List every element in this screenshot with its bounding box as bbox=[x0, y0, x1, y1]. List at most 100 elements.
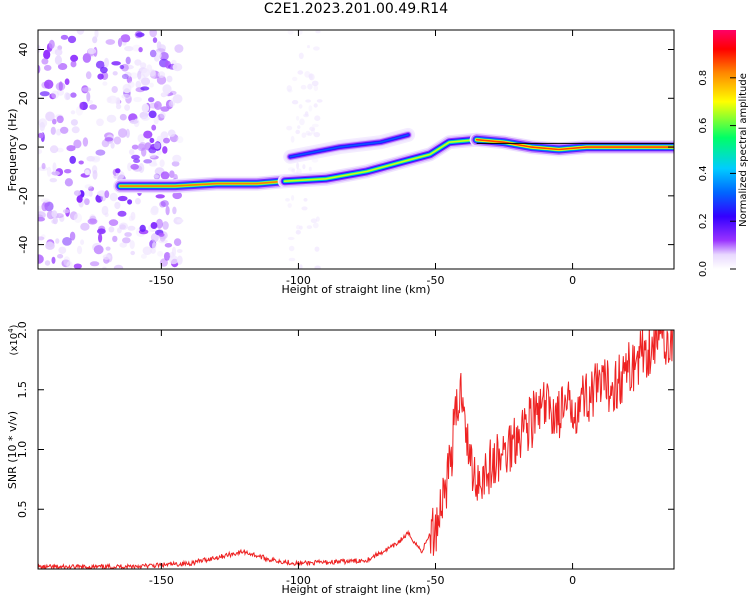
noise-speck bbox=[301, 206, 308, 211]
noise-speck bbox=[295, 115, 300, 121]
noise-speck bbox=[45, 241, 55, 250]
noise-speck bbox=[62, 237, 72, 246]
noise-speck bbox=[151, 205, 159, 214]
noise-speck bbox=[121, 94, 131, 99]
x-tick-label: -150 bbox=[149, 274, 174, 287]
noise-speck bbox=[127, 225, 136, 231]
noise-speck bbox=[295, 230, 301, 235]
noise-speck bbox=[41, 234, 46, 239]
noise-speck bbox=[111, 86, 118, 93]
noise-speck bbox=[162, 221, 169, 230]
noise-speck bbox=[43, 64, 52, 71]
noise-speck bbox=[73, 139, 82, 149]
noise-speck bbox=[150, 233, 159, 243]
x-tick-label: 0 bbox=[569, 274, 576, 287]
noise-speck bbox=[117, 210, 127, 217]
noise-speck bbox=[79, 102, 84, 110]
noise-speck bbox=[48, 39, 55, 49]
noise-speck bbox=[115, 168, 121, 174]
noise-speck bbox=[119, 222, 128, 231]
noise-speck bbox=[44, 79, 54, 90]
noise-speck bbox=[105, 39, 116, 45]
x-tick-label: -150 bbox=[149, 574, 174, 587]
noise-speck bbox=[306, 225, 313, 230]
noise-speck bbox=[313, 103, 318, 108]
noise-speck bbox=[154, 141, 162, 152]
noise-speck bbox=[58, 246, 67, 254]
noise-speck bbox=[162, 84, 172, 95]
noise-speck bbox=[97, 73, 104, 80]
noise-speck bbox=[121, 73, 129, 80]
noise-speck bbox=[142, 246, 152, 255]
noise-speck bbox=[101, 205, 109, 216]
snr-multiplier: (x104) bbox=[7, 324, 20, 355]
noise-speck bbox=[51, 256, 56, 264]
noise-speck bbox=[56, 147, 64, 153]
noise-speck bbox=[70, 92, 77, 98]
noise-speck bbox=[76, 195, 83, 203]
noise-speck bbox=[310, 218, 318, 223]
noise-speck bbox=[73, 190, 82, 197]
noise-speck bbox=[97, 228, 106, 235]
noise-speck bbox=[41, 202, 48, 212]
noise-speck bbox=[95, 60, 105, 69]
ridge-mark bbox=[283, 138, 478, 182]
noise-speck bbox=[128, 81, 135, 88]
noise-speck bbox=[84, 198, 90, 206]
noise-speck bbox=[60, 34, 69, 40]
noise-speck bbox=[105, 246, 111, 251]
noise-speck bbox=[159, 159, 165, 168]
noise-speck bbox=[127, 199, 133, 205]
noise-speck bbox=[124, 232, 132, 237]
y-tick-label: 0 bbox=[17, 144, 30, 151]
noise-speck bbox=[299, 118, 305, 126]
noise-speck bbox=[157, 250, 164, 257]
ridge-mark bbox=[289, 134, 409, 158]
noise-speck bbox=[118, 128, 128, 138]
noise-speck bbox=[133, 158, 141, 163]
noise-speck bbox=[69, 155, 76, 164]
noise-speck bbox=[93, 245, 104, 255]
noise-speck bbox=[57, 253, 64, 259]
noise-speck bbox=[70, 54, 79, 62]
noise-speck bbox=[298, 104, 303, 109]
noise-speck bbox=[87, 48, 97, 55]
noise-speck bbox=[64, 78, 70, 85]
noise-speck bbox=[108, 219, 119, 227]
noise-speck bbox=[176, 218, 184, 223]
noise-speck bbox=[299, 264, 303, 269]
noise-speck bbox=[63, 169, 72, 174]
noise-speck bbox=[50, 126, 56, 135]
noise-speck bbox=[171, 161, 180, 167]
noise-speck bbox=[49, 145, 59, 154]
noise-speck bbox=[107, 95, 118, 104]
noise-speck bbox=[169, 170, 175, 178]
y-tick-label: 0.5 bbox=[16, 501, 29, 519]
noise-speck bbox=[97, 190, 107, 197]
noise-speck bbox=[62, 209, 70, 214]
noise-speck bbox=[290, 135, 295, 143]
noise-speck bbox=[113, 264, 124, 269]
y-tick-label: 2.0 bbox=[16, 321, 29, 339]
noise-speck bbox=[51, 171, 60, 176]
noise-speck bbox=[117, 195, 128, 202]
noise-speck bbox=[76, 245, 83, 255]
noise-speck bbox=[59, 215, 65, 222]
spectrogram-ylabel: Frequency (Hz) bbox=[6, 109, 19, 192]
noise-speck bbox=[49, 178, 58, 183]
noise-speck bbox=[297, 70, 304, 75]
noise-speck bbox=[89, 261, 100, 267]
noise-speck bbox=[41, 198, 50, 203]
noise-speck bbox=[119, 64, 125, 70]
spectrogram-panel: -150 -100 -50 0 -40 -20 0 20 40 Height of straig… bbox=[6, 29, 675, 296]
noise-speck bbox=[308, 105, 313, 112]
noise-speck bbox=[287, 236, 295, 241]
noise-speck bbox=[316, 99, 323, 103]
noise-speck bbox=[159, 51, 169, 61]
x-tick-label: -100 bbox=[286, 274, 311, 287]
noise-speck bbox=[285, 198, 290, 202]
noise-speck bbox=[54, 48, 63, 56]
noise-speck bbox=[299, 225, 303, 230]
noise-speck bbox=[56, 89, 65, 96]
noise-speck bbox=[314, 115, 321, 121]
